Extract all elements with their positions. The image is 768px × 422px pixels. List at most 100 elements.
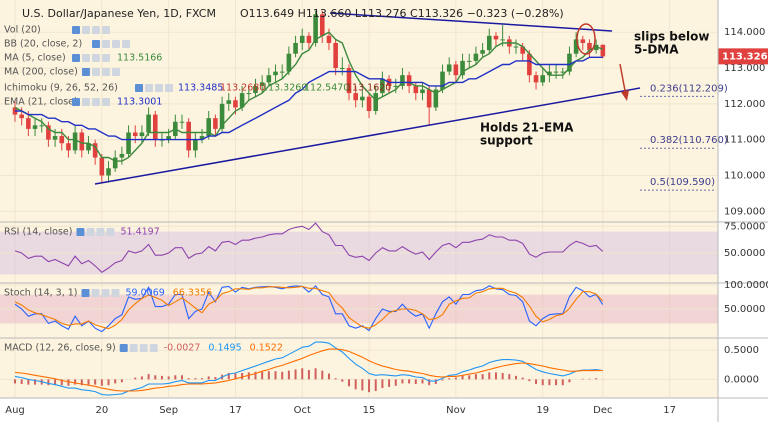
histogram-bar	[234, 373, 237, 380]
histogram-bar	[541, 379, 544, 386]
x-tick-label: 15	[363, 405, 376, 416]
legend-icon	[155, 84, 163, 92]
candle-body	[299, 35, 305, 43]
x-tick-label: 17	[229, 405, 242, 416]
candle-body	[340, 68, 345, 70]
histogram-bar	[488, 372, 491, 380]
legend-value: 0.1522	[250, 343, 283, 354]
histogram-bar	[428, 379, 431, 386]
legend-icon	[92, 26, 100, 34]
candle-body	[560, 71, 566, 73]
candle-body	[527, 53, 532, 76]
candle-body	[86, 143, 91, 151]
candle-body	[112, 157, 118, 169]
candle-body	[152, 114, 158, 140]
candle-body	[179, 121, 185, 123]
candle-body	[226, 100, 232, 104]
histogram-bar	[421, 379, 424, 384]
histogram-bar	[107, 379, 110, 386]
histogram-bar	[281, 371, 284, 380]
legend-icon	[72, 54, 80, 62]
candle-body	[486, 35, 492, 51]
y-tick-label: 100.0000	[724, 280, 768, 291]
resistance-trendline	[329, 12, 613, 32]
candle-body	[186, 121, 191, 151]
legend-icon	[149, 344, 158, 352]
legend-icon	[112, 68, 120, 76]
candle-body	[286, 53, 292, 72]
histogram-bar	[54, 379, 57, 386]
candle-body	[39, 125, 45, 127]
x-tick-label: Sep	[159, 405, 178, 416]
price-tag-label: 113.326	[722, 51, 768, 62]
histogram-bar	[354, 379, 357, 390]
histogram-bar	[100, 379, 103, 386]
histogram-bar	[334, 378, 337, 380]
legend-label: Ichimoku (9, 26, 52, 26)	[4, 83, 118, 94]
fib-label: 0.5(109.590)	[650, 177, 715, 188]
histogram-bar	[461, 375, 464, 380]
y-tick-label: 113.000	[724, 63, 765, 74]
histogram-bar	[287, 370, 290, 380]
candle-body	[193, 139, 198, 151]
x-tick-label: Nov	[446, 405, 466, 416]
candle-body	[533, 75, 539, 83]
histogram-bar	[254, 371, 257, 380]
candle-body	[520, 46, 525, 54]
histogram-bar	[314, 368, 317, 380]
y-tick-label: 0.5000	[724, 345, 759, 356]
annotation: 5-DMA	[634, 43, 679, 57]
histogram-bar	[588, 378, 591, 380]
legend-icon	[102, 68, 110, 76]
panel-title: RSI (14, close)	[4, 227, 72, 238]
legend-label: MA (200, close)	[4, 67, 78, 78]
legend-label: Vol (20)	[4, 25, 41, 36]
candle-body	[380, 78, 385, 94]
candle-body	[213, 118, 218, 129]
legend-icon	[102, 54, 110, 62]
candle-body	[500, 39, 505, 41]
histogram-bar	[321, 370, 324, 380]
histogram-bar	[361, 379, 364, 391]
legend-icon	[102, 40, 110, 48]
candle-body	[460, 60, 465, 76]
histogram-bar	[528, 379, 531, 382]
histogram-bar	[147, 374, 150, 380]
x-tick-label: Oct	[294, 405, 311, 416]
candle-body	[92, 143, 98, 158]
legend-icon	[106, 228, 115, 236]
legend-label: MA (5, close)	[4, 53, 66, 64]
candle-body	[306, 35, 312, 43]
y-tick-label: 112.000	[724, 99, 765, 110]
histogram-bar	[181, 375, 183, 380]
candle-body	[233, 100, 238, 108]
candle-body	[400, 75, 405, 86]
indicator-line	[15, 56, 603, 141]
histogram-bar	[561, 379, 564, 386]
candle-body	[540, 75, 546, 83]
chart-title: U.S. Dollar/Japanese Yen, 1D, FXCM	[22, 7, 216, 20]
legend-icon	[82, 54, 90, 62]
y-tick-label: 110.000	[724, 170, 765, 181]
candle-body	[453, 64, 459, 76]
candle-body	[360, 96, 365, 101]
histogram-bar	[120, 379, 123, 383]
candle-body	[266, 75, 272, 83]
candle-body	[246, 93, 252, 95]
candle-body	[253, 85, 258, 94]
candle-body	[219, 103, 225, 129]
candle-body	[547, 71, 552, 76]
legend-value: 113.1620	[346, 83, 391, 94]
legend-icon	[82, 98, 90, 106]
legend-icon	[92, 54, 100, 62]
histogram-bar	[67, 379, 70, 386]
histogram-bar	[80, 379, 83, 386]
legend-icon	[86, 228, 95, 236]
x-tick-label: Aug	[5, 405, 25, 416]
histogram-bar	[241, 372, 244, 380]
histogram-bar	[535, 379, 538, 385]
candle-body	[126, 132, 131, 154]
histogram-bar	[87, 379, 90, 385]
